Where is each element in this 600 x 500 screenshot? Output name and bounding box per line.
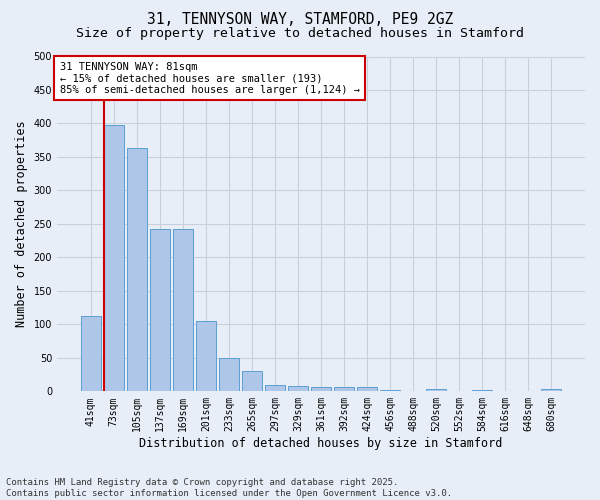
Bar bbox=[311, 388, 331, 392]
Bar bbox=[265, 384, 285, 392]
Bar bbox=[219, 358, 239, 392]
Bar bbox=[472, 390, 492, 392]
Bar bbox=[173, 230, 193, 392]
Bar bbox=[104, 125, 124, 392]
Text: Size of property relative to detached houses in Stamford: Size of property relative to detached ho… bbox=[76, 28, 524, 40]
Bar bbox=[541, 388, 561, 392]
Bar bbox=[334, 386, 354, 392]
Bar bbox=[357, 386, 377, 392]
Bar bbox=[380, 390, 400, 392]
Text: 31 TENNYSON WAY: 81sqm
← 15% of detached houses are smaller (193)
85% of semi-de: 31 TENNYSON WAY: 81sqm ← 15% of detached… bbox=[59, 62, 359, 94]
Text: Contains HM Land Registry data © Crown copyright and database right 2025.
Contai: Contains HM Land Registry data © Crown c… bbox=[6, 478, 452, 498]
Bar bbox=[81, 316, 101, 392]
X-axis label: Distribution of detached houses by size in Stamford: Distribution of detached houses by size … bbox=[139, 437, 503, 450]
Bar bbox=[150, 230, 170, 392]
Bar bbox=[288, 386, 308, 392]
Bar bbox=[427, 388, 446, 392]
Bar bbox=[196, 321, 216, 392]
Text: 31, TENNYSON WAY, STAMFORD, PE9 2GZ: 31, TENNYSON WAY, STAMFORD, PE9 2GZ bbox=[147, 12, 453, 28]
Bar bbox=[242, 371, 262, 392]
Y-axis label: Number of detached properties: Number of detached properties bbox=[15, 120, 28, 327]
Bar bbox=[127, 148, 146, 392]
